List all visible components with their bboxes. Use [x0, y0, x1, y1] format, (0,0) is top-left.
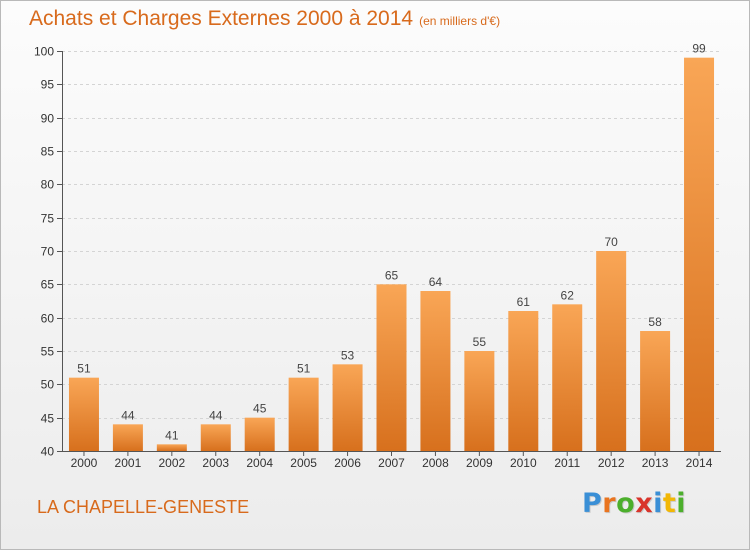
chart-title-text: Achats et Charges Externes 2000 à 2014 — [29, 7, 414, 30]
y-tick-label: 100 — [34, 45, 54, 59]
data-label: 99 — [692, 42, 706, 56]
bar — [420, 291, 451, 451]
bar — [640, 331, 671, 451]
bar — [684, 57, 715, 452]
chart-subtitle: (en milliers d'€) — [419, 14, 501, 28]
data-label: 45 — [253, 402, 267, 416]
y-tick-label: 55 — [41, 345, 55, 359]
x-tick-label: 2013 — [642, 456, 669, 470]
data-label: 51 — [77, 362, 91, 376]
axes: 40 45 50 55 60 65 70 75 80 85 90 95 100 2000 2001 2002 2… — [34, 45, 721, 470]
bar — [244, 417, 275, 451]
data-label: 44 — [209, 408, 223, 422]
data-label: 41 — [165, 428, 179, 442]
bar — [464, 351, 495, 451]
x-tick-label: 2008 — [422, 456, 449, 470]
x-tick-label: 2006 — [334, 456, 361, 470]
x-tick-label: 2000 — [71, 456, 98, 470]
x-tick-label: 2007 — [378, 456, 405, 470]
y-tick-label: 50 — [41, 378, 55, 392]
x-tick-label: 2012 — [598, 456, 625, 470]
bar — [596, 251, 627, 451]
y-tick-label: 65 — [41, 278, 55, 292]
y-tick-label: 60 — [41, 312, 55, 326]
logo-letter: o — [616, 488, 636, 519]
chart-title: Achats et Charges Externes 2000 à 2014 (e… — [29, 7, 500, 31]
x-tick-label: 2010 — [510, 456, 537, 470]
x-tick-label: 2005 — [290, 456, 317, 470]
y-tick-label: 95 — [41, 78, 55, 92]
y-tick-label: 80 — [41, 178, 55, 192]
bar — [68, 377, 99, 451]
logo-letter: P — [582, 488, 603, 519]
data-label: 55 — [473, 335, 487, 349]
y-tick-label: 45 — [41, 412, 55, 426]
logo-letter: i — [676, 488, 687, 519]
logo-letter: i — [653, 488, 663, 519]
gridlines — [62, 51, 721, 419]
x-tick-label: 2011 — [554, 456, 580, 470]
bar — [332, 364, 363, 451]
data-label: 65 — [385, 268, 399, 282]
bar — [288, 377, 319, 451]
bar — [112, 424, 143, 451]
y-tick-label: 85 — [41, 145, 55, 159]
bar — [156, 444, 187, 451]
data-label: 61 — [517, 295, 531, 309]
bar — [200, 424, 231, 451]
logo-letter: r — [602, 488, 617, 519]
y-tick-label: 70 — [41, 245, 55, 259]
data-label: 64 — [429, 275, 443, 289]
data-labels: 51 44 41 44 45 51 53 65 64 55 61 62 70 58 99 — [77, 42, 706, 443]
logo-letter: t — [662, 488, 677, 519]
place-name: LA CHAPELLE-GENESTE — [37, 497, 250, 517]
y-tick-label: 90 — [41, 112, 55, 126]
data-label: 58 — [648, 315, 662, 329]
data-label: 70 — [604, 235, 618, 249]
y-tick-label: 75 — [41, 212, 55, 226]
x-tick-label: 2004 — [246, 456, 273, 470]
logo-letter: x — [635, 488, 654, 519]
data-label: 51 — [297, 362, 311, 376]
bar — [552, 304, 583, 451]
data-label: 44 — [121, 408, 135, 422]
x-tick-label: 2009 — [466, 456, 493, 470]
proxiti-logo[interactable]: Proxiti — [582, 488, 686, 519]
data-label: 62 — [561, 288, 575, 302]
x-tick-label: 2001 — [115, 456, 142, 470]
bars — [68, 57, 715, 452]
x-tick-label: 2003 — [202, 456, 229, 470]
bar — [376, 284, 407, 451]
x-tick-label: 2002 — [158, 456, 185, 470]
data-label: 53 — [341, 348, 355, 362]
bar — [508, 311, 539, 451]
y-tick-label: 40 — [41, 445, 55, 459]
x-tick-label: 2014 — [686, 456, 713, 470]
